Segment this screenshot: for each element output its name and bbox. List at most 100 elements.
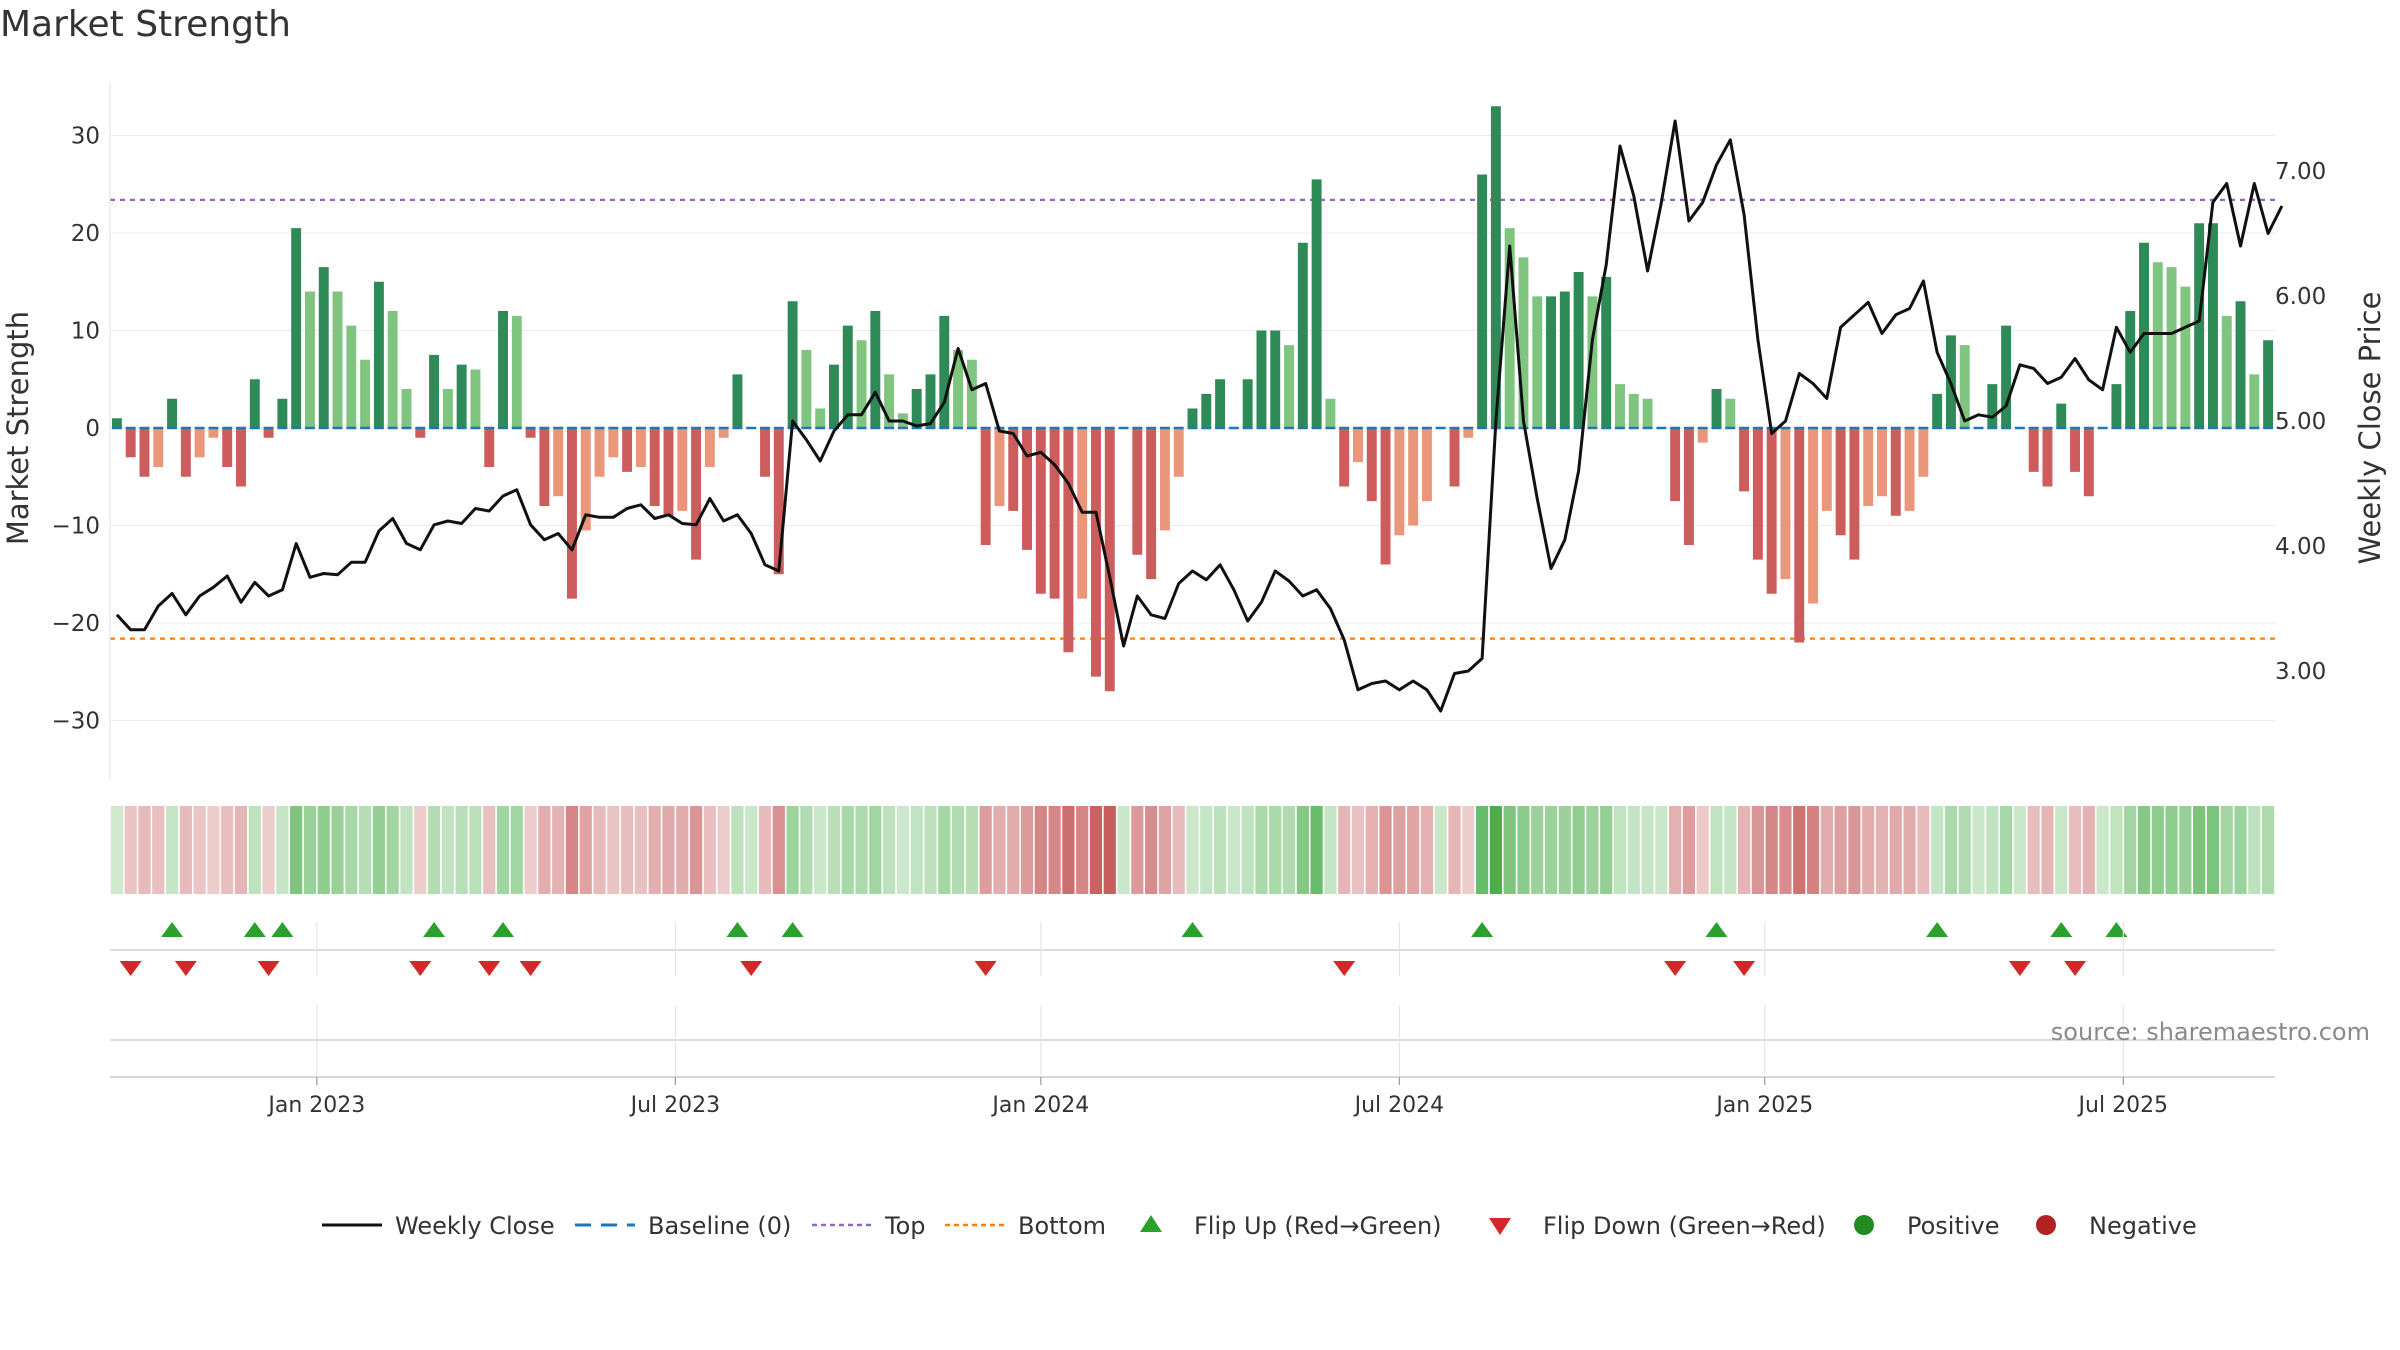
heat-cell	[552, 806, 565, 894]
strength-bar	[2249, 374, 2260, 428]
strength-bar	[1270, 330, 1281, 428]
strength-bar	[1504, 228, 1515, 428]
strength-bar	[1932, 393, 1943, 428]
legend-label-positive: Positive	[1907, 1212, 2000, 1240]
strength-bar	[511, 315, 522, 428]
heat-cell	[772, 806, 785, 894]
legend-label-bottom: Bottom	[1018, 1212, 1106, 1240]
strength-bar	[387, 311, 398, 428]
heat-cell	[910, 806, 923, 894]
strength-bar	[470, 369, 481, 428]
y2-axis-label: Weekly Close Price	[2353, 292, 2387, 565]
flip-up-marker	[1471, 922, 1494, 937]
heat-cell	[2137, 806, 2151, 894]
strength-bar	[332, 291, 343, 428]
heat-cell	[2096, 806, 2109, 894]
heat-cell	[345, 806, 358, 894]
heat-cell	[2055, 806, 2068, 894]
strength-bar	[842, 325, 853, 428]
heat-cell	[1338, 806, 1351, 894]
heat-cell	[1917, 806, 1930, 894]
heat-cell	[400, 806, 413, 894]
heat-cell	[841, 806, 854, 894]
y-axis-label: Market Strength	[1, 311, 35, 545]
y-tick-label: −30	[51, 709, 100, 735]
heat-cell	[193, 806, 206, 894]
strength-bar	[153, 428, 164, 467]
flip-up-marker	[161, 922, 184, 937]
flip-down-marker	[2008, 961, 2031, 976]
strength-bar	[139, 428, 150, 477]
heat-cell	[1103, 806, 1116, 894]
strength-bar	[1628, 393, 1639, 428]
flip-down-marker	[478, 961, 501, 976]
strength-bar	[2111, 384, 2122, 428]
strength-bar	[691, 428, 702, 560]
strength-bar	[1532, 296, 1543, 428]
strength-bar	[1863, 428, 1874, 506]
strength-bar	[2001, 325, 2012, 428]
y2-tick-label: 3.00	[2275, 659, 2326, 685]
chart-title: Market Strength	[0, 4, 291, 45]
strength-bar	[1490, 106, 1501, 428]
strength-bar	[1711, 389, 1722, 428]
heat-cell	[1820, 806, 1833, 894]
flip-down-marker	[974, 961, 997, 976]
y2-tick-label: 7.00	[2275, 159, 2326, 185]
heat-cell	[317, 806, 330, 894]
legend-flip-up-swatch	[1140, 1215, 1162, 1232]
heat-cell	[1062, 806, 1075, 894]
heat-cell	[786, 806, 799, 894]
strength-bar	[1794, 428, 1805, 643]
heat-cell	[883, 806, 896, 894]
strength-bar	[318, 267, 329, 428]
heat-cell	[1048, 806, 1061, 894]
legend-label-flip_down: Flip Down (Green→Red)	[1543, 1212, 1826, 1240]
heat-cell	[1076, 806, 1089, 894]
strength-bar	[732, 374, 743, 428]
heat-cell	[1200, 806, 1213, 894]
heat-cell	[2206, 806, 2220, 894]
close-line-layer	[115, 119, 2284, 713]
flip-down-marker	[740, 961, 763, 976]
heat-cell	[152, 806, 165, 894]
flip-markers	[110, 922, 2275, 1078]
strength-bar	[304, 291, 315, 428]
heat-cell	[621, 806, 634, 894]
flip-up-marker	[271, 922, 294, 937]
flip-up-marker	[243, 922, 266, 937]
strength-bar	[1752, 428, 1763, 560]
strength-bar	[1546, 296, 1556, 428]
heat-cell	[1986, 806, 1999, 894]
strength-bar	[125, 428, 136, 458]
heat-cell	[827, 806, 841, 894]
heat-cell	[1669, 806, 1682, 894]
heat-cell	[276, 806, 289, 894]
heat-cell	[483, 806, 496, 894]
heat-cell	[124, 806, 137, 894]
y2-tick-label: 5.00	[2275, 409, 2326, 435]
flip-up-marker	[1926, 922, 1949, 937]
heat-cell	[1600, 806, 1613, 894]
strength-bar	[111, 418, 122, 428]
strength-bar	[1987, 384, 1998, 428]
flip-down-marker	[257, 961, 280, 976]
strength-bar	[484, 428, 495, 467]
strength-bar	[525, 428, 536, 438]
strength-bar	[1256, 330, 1267, 428]
heat-cell	[1710, 806, 1723, 894]
strength-bar	[884, 374, 895, 428]
heat-cell	[2234, 806, 2247, 894]
flip-down-marker	[1333, 961, 1356, 976]
heat-cell	[372, 806, 385, 894]
heat-cell	[2165, 806, 2178, 894]
heat-cell	[1889, 806, 1902, 894]
strength-bar	[1601, 276, 1612, 428]
heat-cell	[1627, 806, 1640, 894]
heat-cell	[731, 806, 744, 894]
strength-bar	[291, 228, 302, 428]
heat-cell	[1227, 806, 1240, 894]
strength-bar	[2235, 301, 2246, 428]
heat-cell	[234, 806, 248, 894]
